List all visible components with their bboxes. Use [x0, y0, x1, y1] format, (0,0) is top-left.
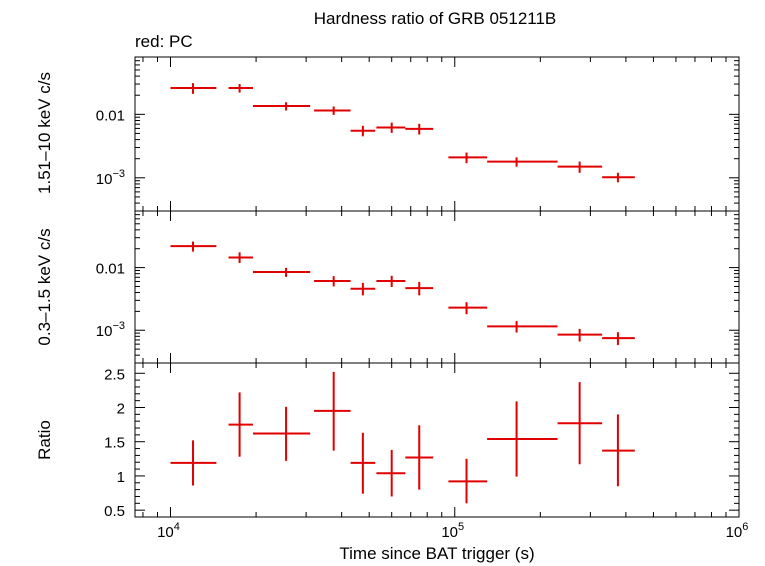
data-point: [350, 125, 376, 137]
data-point: [448, 152, 488, 164]
data-point: [228, 392, 253, 457]
data-point: [376, 275, 406, 287]
data-point: [376, 449, 406, 497]
data-point: [170, 83, 217, 94]
data-point: [487, 401, 558, 477]
panel-frame: [134, 210, 740, 364]
chart-title: Hardness ratio of GRB 051211B: [314, 9, 557, 28]
data-point: [487, 157, 558, 167]
y-axis-label: 1.51–10 keV c/s: [35, 72, 54, 194]
data-point: [448, 458, 488, 504]
data-point: [602, 414, 635, 487]
y-axis-label: Ratio: [35, 420, 54, 460]
data-point: [252, 267, 311, 277]
data-point: [602, 332, 635, 346]
data-point: [228, 252, 253, 264]
data-point: [170, 440, 217, 486]
y-tick-label: 2.5: [104, 366, 125, 383]
y-axis-label: 0.3–1.5 keV c/s: [35, 228, 54, 345]
data-point: [314, 371, 351, 451]
data-point: [557, 161, 603, 173]
data-point: [228, 84, 253, 93]
y-tick-label: 1: [117, 469, 125, 486]
y-tick-label: 0.5: [104, 503, 125, 520]
panel-frame: [134, 56, 740, 212]
data-point: [376, 122, 406, 133]
x-axis-label: Time since BAT trigger (s): [339, 544, 534, 563]
data-point: [557, 328, 603, 342]
data-point: [252, 406, 311, 461]
panel-3: 0.5 1 1.5 2 2.5 104 105 106 Ratio: [35, 362, 749, 541]
chart-subtitle: red: PC: [135, 32, 193, 51]
y-tick-label: 10−3: [96, 168, 125, 188]
y-tick-label: 0.01: [96, 107, 125, 124]
x-tick-label: 104: [157, 521, 180, 541]
panel-1: 0.01 10−3 1.51–10 keV c/s: [35, 56, 740, 212]
x-tick-label: 106: [726, 521, 749, 541]
x-tick-label: 105: [441, 521, 464, 541]
data-point: [170, 241, 217, 252]
data-point: [350, 282, 376, 296]
data-point: [252, 102, 311, 111]
data-point: [405, 123, 434, 135]
data-point: [405, 425, 434, 490]
data-point: [602, 172, 635, 183]
y-tick-label: 1.5: [104, 435, 125, 452]
data-point: [314, 276, 351, 287]
data-point: [405, 281, 434, 296]
panel-2: 0.01 10−3 0.3–1.5 keV c/s: [35, 210, 740, 364]
y-tick-label: 2: [117, 400, 125, 417]
data-point: [557, 382, 603, 465]
data-point: [448, 302, 488, 315]
data-point: [350, 432, 376, 494]
y-tick-label: 0.01: [96, 261, 125, 278]
y-tick-label: 10−3: [96, 320, 125, 340]
data-point: [314, 106, 351, 115]
data-point: [487, 321, 558, 333]
panel-frame: [134, 362, 740, 518]
